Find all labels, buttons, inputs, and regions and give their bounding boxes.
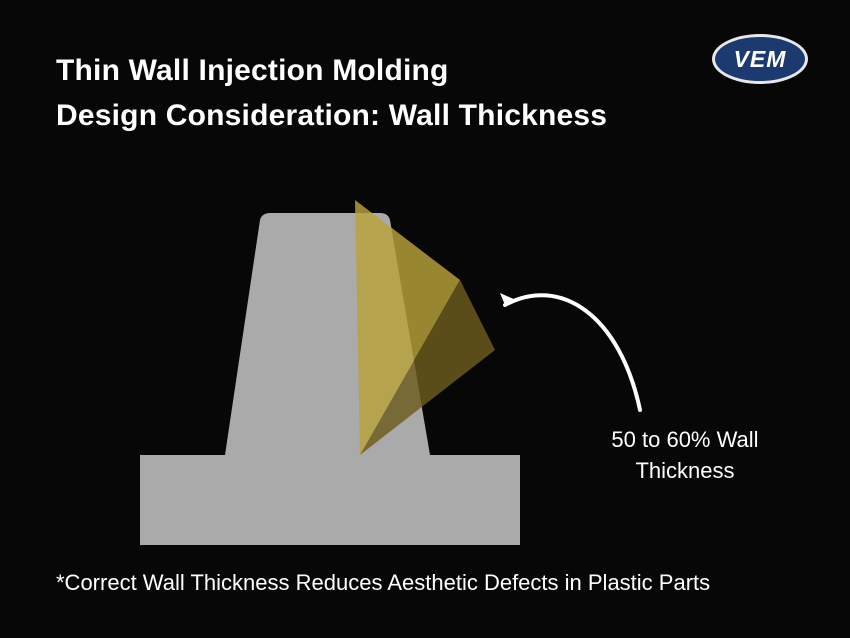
diagram-area: 50 to 60% Wall Thickness [0,165,850,535]
footnote-text: *Correct Wall Thickness Reduces Aestheti… [56,570,710,596]
callout-line-2: Thickness [585,456,785,487]
arrow-curve [505,295,640,410]
title-line-1: Thin Wall Injection Molding [56,48,607,93]
callout-arrow [500,293,640,410]
callout-text: 50 to 60% Wall Thickness [585,425,785,487]
diagram-svg [0,165,850,565]
title-block: Thin Wall Injection Molding Design Consi… [56,48,607,138]
molded-part-shape [140,213,520,545]
wall-wedge [355,200,495,455]
part-path [140,213,520,545]
title-line-2: Design Consideration: Wall Thickness [56,93,607,138]
vem-logo: VEM [712,34,808,84]
callout-line-1: 50 to 60% Wall [585,425,785,456]
vem-logo-text: VEM [734,46,787,73]
